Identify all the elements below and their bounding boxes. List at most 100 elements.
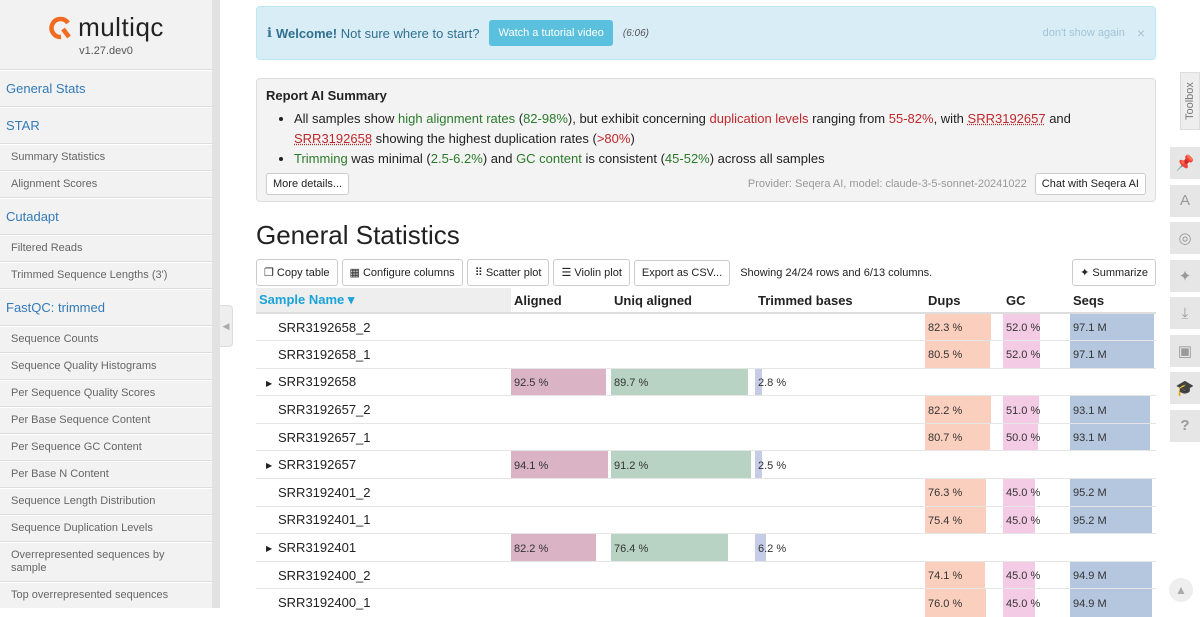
summarize-button[interactable]: ✦ Summarize: [1072, 259, 1156, 286]
bar-gc: [1003, 561, 1035, 589]
help-icon[interactable]: ?: [1170, 409, 1200, 442]
sidebar-item[interactable]: Sequence Length Distribution: [0, 488, 212, 515]
sidebar-item[interactable]: STAR: [0, 107, 212, 144]
pin-icon[interactable]: 📌: [1170, 147, 1200, 179]
sample-link[interactable]: SRR3192657: [967, 111, 1046, 126]
logo[interactable]: multiqc v1.27.dev0: [0, 0, 212, 70]
sample-name: SRR3192657_1: [278, 429, 371, 445]
cell-dups: 82.3 %: [925, 312, 1003, 341]
cell-seqs: 93.1 M: [1070, 395, 1156, 424]
cell-value: 95.2 M: [1073, 514, 1107, 527]
bar-dups: [925, 396, 992, 423]
cell-value: 95.2 M: [1073, 487, 1107, 500]
sidebar-item[interactable]: Per Sequence Quality Scores: [0, 380, 212, 407]
cell-dups: 80.7 %: [925, 422, 1003, 451]
sidebar-divider[interactable]: [212, 0, 220, 608]
sidebar-item[interactable]: Per Base N Content: [0, 461, 212, 488]
column-header[interactable]: Sample Name ▾: [256, 288, 511, 314]
cell-aligned: [511, 478, 611, 507]
table-row: ▶ SRR3192401 82.2 % 76.4 % 6.2 %: [256, 533, 1156, 562]
summary-text: 45-52%: [664, 151, 710, 166]
cell-uniq: [611, 395, 755, 424]
cell-dups: [925, 450, 1003, 479]
dont-show-again-link[interactable]: don't show again: [1042, 27, 1125, 39]
cell-trimmed: [755, 395, 925, 424]
summary-text: showing the highest duplication rates (: [372, 131, 597, 146]
sidebar-item[interactable]: Trimmed Sequence Lengths (3'): [0, 262, 212, 289]
tutorial-video-button[interactable]: Watch a tutorial video: [489, 20, 613, 46]
sidebar-item[interactable]: General Stats: [0, 70, 212, 107]
scroll-top-button[interactable]: ▲: [1169, 578, 1193, 602]
column-header[interactable]: GC: [1003, 288, 1070, 314]
cell-value: 82.2 %: [514, 542, 549, 555]
cell-gc: 52.0 %: [1003, 312, 1070, 341]
sidebar-item[interactable]: Sequence Counts: [0, 326, 212, 353]
expand-caret-icon[interactable]: ▶: [266, 461, 273, 471]
sidebar-item[interactable]: Per Sequence GC Content: [0, 434, 212, 461]
toolbox-label[interactable]: Toolbox: [1180, 72, 1200, 130]
copy-table-button[interactable]: ❐ Copy table: [256, 259, 338, 286]
sample-name: SRR3192658: [278, 374, 357, 390]
collapse-sidebar-button[interactable]: ◀: [220, 305, 233, 347]
font-icon[interactable]: A: [1170, 184, 1200, 217]
column-header[interactable]: Trimmed bases: [755, 288, 925, 314]
copy-icon: ❐: [264, 267, 277, 279]
cell-value: 45.0 %: [1006, 570, 1041, 583]
sidebar-item[interactable]: Filtered Reads: [0, 235, 212, 262]
cell-aligned: [511, 395, 611, 424]
cell-value: 91.2 %: [614, 459, 649, 472]
bar-uniq: [611, 368, 749, 396]
page-title: General Statistics: [256, 220, 460, 250]
cell-gc: 52.0 %: [1003, 340, 1070, 369]
bar-seqs: [1070, 561, 1152, 589]
cell-dups: 80.5 %: [925, 340, 1003, 369]
cell-uniq: [611, 340, 755, 369]
graduation-cap-icon[interactable]: 🎓: [1170, 372, 1200, 404]
grid-icon: ▦: [349, 267, 363, 279]
violin-plot-button[interactable]: ☰ Violin plot: [553, 259, 630, 286]
cell-value: 50.0 %: [1006, 432, 1041, 445]
summary-text: ): [630, 131, 635, 146]
cell-seqs: 94.9 M: [1070, 588, 1156, 617]
cell-value: 45.0 %: [1006, 597, 1041, 610]
sidebar-item[interactable]: Alignment Scores: [0, 171, 212, 198]
logo-text: multiqc: [78, 12, 164, 42]
sidebar-item[interactable]: Overrepresented sequences by sample: [0, 542, 212, 582]
sidebar-item[interactable]: Cutadapt: [0, 198, 212, 235]
cell-seqs: 97.1 M: [1070, 312, 1156, 341]
cell-dups: 82.2 %: [925, 395, 1003, 424]
sample-name: SRR3192657: [278, 457, 357, 473]
configure-columns-button[interactable]: ▦ Configure columns: [341, 259, 463, 286]
sparkle-icon[interactable]: ✦: [1170, 259, 1200, 292]
column-header[interactable]: Dups: [925, 288, 1003, 314]
scatter-plot-button[interactable]: ⠿ Scatter plot: [466, 259, 550, 286]
cell-value: 82.3 %: [928, 322, 963, 335]
download-icon[interactable]: ⤓: [1170, 297, 1200, 329]
expand-caret-icon[interactable]: ▶: [266, 378, 273, 388]
sidebar-item[interactable]: Per Base Sequence Content: [0, 407, 212, 434]
close-icon[interactable]: ×: [1136, 25, 1145, 41]
bar-gc: [1003, 341, 1040, 368]
label: Copy table: [276, 267, 330, 279]
column-header[interactable]: Seqs: [1070, 288, 1156, 314]
cell-seqs: 95.2 M: [1070, 505, 1156, 534]
sidebar-item[interactable]: FastQC: trimmed: [0, 289, 212, 326]
cell-trimmed: [755, 560, 925, 589]
sample-link[interactable]: SRR3192658: [294, 131, 373, 146]
cell-value: 76.3 %: [928, 487, 963, 500]
expand-caret-icon[interactable]: ▶: [266, 544, 273, 554]
sidebar-item[interactable]: Top overrepresented sequences: [0, 582, 212, 608]
save-icon[interactable]: ▣: [1170, 334, 1200, 367]
sidebar-item[interactable]: Sequence Duplication Levels: [0, 515, 212, 542]
column-header[interactable]: Uniq aligned: [611, 288, 755, 314]
video-duration: (6:06): [622, 27, 649, 39]
column-header[interactable]: Aligned: [511, 288, 611, 314]
eye-slash-icon[interactable]: ◎: [1170, 222, 1200, 254]
cell-gc: 50.0 %: [1003, 422, 1070, 451]
chat-seqera-button[interactable]: Chat with Seqera AI: [1034, 173, 1146, 195]
sidebar-item[interactable]: Sequence Quality Histograms: [0, 353, 212, 380]
export-csv-button[interactable]: Export as CSV...: [633, 259, 731, 286]
more-details-button[interactable]: More details...: [266, 173, 350, 195]
sidebar-item[interactable]: Summary Statistics: [0, 144, 212, 171]
cell-gc: [1003, 533, 1070, 562]
